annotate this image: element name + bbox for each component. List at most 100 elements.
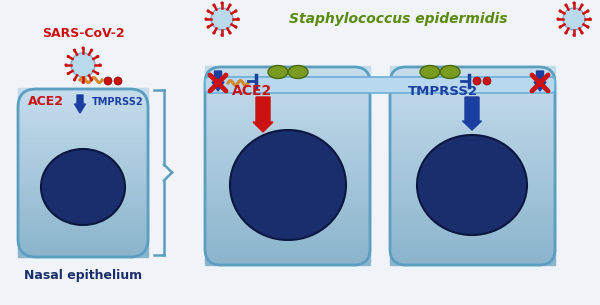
Bar [390,180,555,186]
Circle shape [212,31,215,34]
Bar [390,200,555,206]
Bar [18,101,148,106]
Bar [205,200,370,206]
Bar [18,214,148,219]
Bar [18,197,148,203]
Bar [205,135,370,141]
Bar [390,116,555,121]
Bar [18,92,148,97]
FancyArrow shape [463,97,482,130]
Bar [390,125,555,131]
Bar [18,160,148,165]
Bar [390,96,555,102]
Circle shape [104,77,112,85]
Circle shape [559,9,562,13]
Bar [390,145,555,151]
Bar [390,205,555,210]
Bar [205,155,370,161]
Bar [205,259,370,265]
Bar [18,122,148,127]
Bar [18,163,148,169]
Bar [18,185,148,190]
Circle shape [563,8,585,30]
Bar [390,229,555,235]
Bar [205,205,370,210]
Bar [390,160,555,166]
Ellipse shape [420,66,440,78]
Circle shape [565,31,568,34]
FancyArrow shape [253,97,273,132]
Circle shape [234,9,238,13]
Bar [390,140,555,146]
Bar [205,229,370,235]
Bar [390,175,555,181]
Bar [205,130,370,136]
Bar [18,113,148,118]
Bar [205,249,370,255]
Circle shape [229,4,232,7]
Text: TMPRSS2: TMPRSS2 [408,85,478,98]
Ellipse shape [440,66,460,78]
Bar [390,234,555,240]
Circle shape [96,55,100,58]
Circle shape [73,49,76,52]
Bar [390,210,555,216]
Bar [205,91,370,97]
Bar [18,231,148,236]
Bar [205,120,370,126]
Ellipse shape [417,135,527,235]
Bar [205,116,370,121]
Bar [18,235,148,240]
Bar [18,172,148,177]
Text: SARS-CoV-2: SARS-CoV-2 [41,27,124,40]
Bar [390,130,555,136]
Circle shape [589,17,592,21]
Bar [390,120,555,126]
Bar [390,165,555,171]
Circle shape [206,9,210,13]
Bar [205,175,370,181]
Circle shape [586,25,589,29]
Bar [205,110,370,117]
Bar [205,96,370,102]
Bar [205,239,370,245]
Bar [18,227,148,232]
Bar [18,151,148,156]
Text: ACE2: ACE2 [28,95,64,108]
Circle shape [96,72,100,75]
Circle shape [90,78,93,81]
Bar [390,224,555,230]
Text: Nasal epithelium: Nasal epithelium [24,269,142,282]
Bar [205,180,370,186]
Ellipse shape [268,66,288,78]
Bar [18,252,148,257]
Circle shape [580,31,584,34]
Bar [390,190,555,196]
Bar [205,170,370,176]
FancyArrow shape [534,71,546,91]
Ellipse shape [288,66,308,78]
Circle shape [229,31,232,34]
Bar [205,165,370,171]
Bar [18,206,148,211]
Bar [390,110,555,117]
Bar [205,71,370,77]
Bar [205,76,370,82]
Bar [390,214,555,221]
Bar [390,81,555,87]
Circle shape [73,78,76,81]
Bar [390,135,555,141]
Bar [390,106,555,112]
Bar [205,66,370,72]
Bar [18,189,148,194]
Bar [390,195,555,201]
Bar [205,190,370,196]
Bar [205,145,370,151]
Bar [205,214,370,221]
Circle shape [67,72,70,75]
Circle shape [556,17,560,21]
Bar [18,210,148,215]
Circle shape [483,77,491,85]
Circle shape [220,34,224,37]
Bar [205,160,370,166]
